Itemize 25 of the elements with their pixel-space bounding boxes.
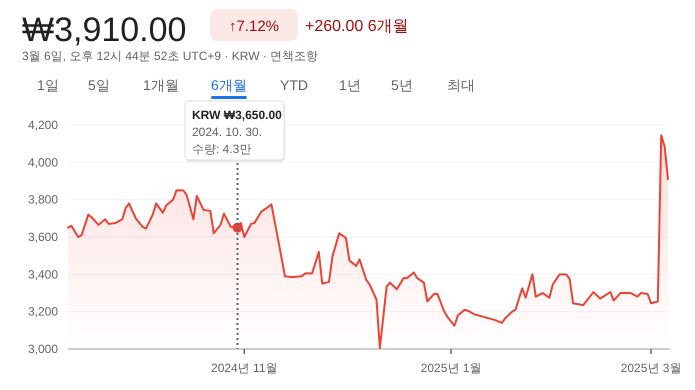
x-tick-label: 2025년 3월 bbox=[620, 361, 682, 375]
y-tick-label: 4,000 bbox=[28, 155, 58, 170]
y-tick-label: 3,800 bbox=[28, 192, 58, 207]
text: 1일 bbox=[37, 77, 59, 93]
text: 1년 bbox=[339, 77, 361, 93]
text: KRW ₩3,650.00 bbox=[192, 108, 282, 122]
text: 5년 bbox=[391, 77, 413, 93]
y-tick-label: 3,400 bbox=[28, 267, 58, 282]
text: 6개월 bbox=[211, 77, 247, 93]
y-tick-label: 3,600 bbox=[28, 230, 58, 244]
y-tick-label: 4,200 bbox=[28, 118, 58, 132]
x-tick-label: 2024년 11월 bbox=[211, 361, 278, 375]
annotation: 수량: 4.3만 bbox=[192, 142, 252, 156]
text: ↑7.12% bbox=[228, 18, 280, 35]
text: 최대 bbox=[447, 77, 475, 93]
annotation: 2024. 10. 30. bbox=[192, 125, 262, 139]
y-tick-label: 3,000 bbox=[28, 342, 58, 356]
text: 5일 bbox=[88, 77, 110, 93]
text: YTD bbox=[280, 77, 308, 93]
chart-subtitle: 3월 6일, 오후 12시 44분 52초 UTC+9 · KRW · 면책조항 bbox=[22, 49, 318, 63]
x-tick-label: 2025년 1월 bbox=[420, 361, 482, 375]
chart-title: ₩3,910.00 bbox=[22, 11, 186, 49]
text: 1개월 bbox=[143, 77, 179, 93]
y-tick-label: 3,200 bbox=[28, 304, 58, 319]
text: +260.00 6개월 bbox=[305, 18, 409, 35]
